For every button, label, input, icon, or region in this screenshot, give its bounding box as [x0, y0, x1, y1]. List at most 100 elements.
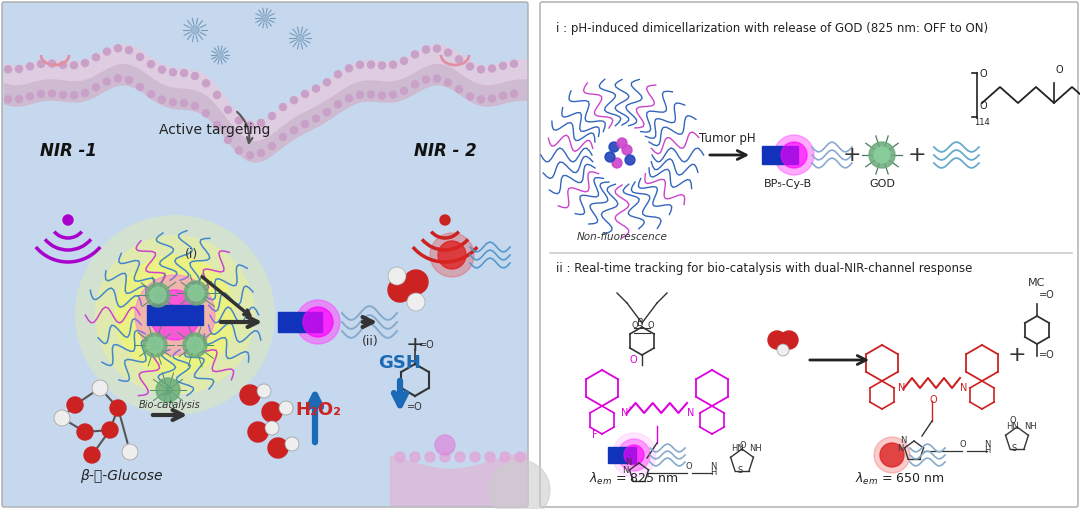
Circle shape	[335, 71, 341, 78]
Circle shape	[269, 143, 275, 150]
Circle shape	[257, 150, 265, 156]
FancyBboxPatch shape	[540, 2, 1078, 507]
Text: O: O	[647, 321, 653, 330]
Circle shape	[367, 61, 375, 68]
Circle shape	[159, 96, 165, 103]
Circle shape	[404, 270, 428, 294]
Text: MC: MC	[1028, 278, 1045, 288]
Circle shape	[285, 437, 299, 451]
Circle shape	[346, 95, 352, 102]
Text: N: N	[621, 408, 629, 418]
Circle shape	[390, 61, 396, 68]
Circle shape	[225, 136, 231, 144]
Text: $\lambda_{em}$ = 825 nm: $\lambda_{em}$ = 825 nm	[590, 471, 678, 487]
Circle shape	[92, 380, 108, 396]
Text: =O: =O	[1039, 350, 1055, 360]
Circle shape	[433, 45, 441, 52]
Circle shape	[150, 287, 166, 303]
Text: HN: HN	[731, 444, 744, 453]
Text: O: O	[1010, 416, 1016, 425]
Text: =O: =O	[407, 402, 423, 412]
Circle shape	[110, 400, 126, 416]
Circle shape	[268, 438, 288, 458]
Circle shape	[467, 93, 473, 100]
Circle shape	[407, 293, 426, 311]
Circle shape	[511, 90, 517, 97]
Text: O: O	[1056, 65, 1064, 75]
Text: O: O	[978, 69, 987, 79]
Circle shape	[335, 101, 341, 108]
Text: N: N	[897, 444, 903, 453]
Text: NIR -1: NIR -1	[40, 142, 96, 160]
Circle shape	[612, 158, 622, 168]
Circle shape	[125, 77, 133, 83]
Text: B: B	[636, 318, 644, 328]
Text: =O: =O	[419, 340, 435, 350]
Circle shape	[240, 385, 260, 405]
Circle shape	[183, 333, 207, 357]
Circle shape	[257, 120, 265, 126]
Circle shape	[500, 452, 510, 462]
Text: +: +	[907, 145, 927, 165]
Circle shape	[499, 62, 507, 69]
Circle shape	[27, 93, 33, 100]
Circle shape	[203, 110, 210, 117]
Circle shape	[93, 84, 99, 91]
Circle shape	[77, 424, 93, 440]
Text: N: N	[687, 408, 694, 418]
Text: F: F	[592, 430, 597, 440]
Circle shape	[324, 79, 330, 86]
Circle shape	[388, 267, 406, 285]
Circle shape	[768, 331, 786, 349]
Circle shape	[180, 100, 188, 106]
Text: GSH: GSH	[379, 354, 421, 372]
Circle shape	[4, 66, 12, 73]
Circle shape	[114, 45, 121, 52]
Circle shape	[401, 88, 407, 94]
Circle shape	[456, 56, 462, 63]
Circle shape	[70, 62, 78, 69]
Circle shape	[81, 60, 89, 67]
Circle shape	[774, 135, 814, 175]
Circle shape	[104, 78, 110, 85]
Circle shape	[445, 79, 451, 86]
Circle shape	[104, 48, 110, 55]
Circle shape	[136, 53, 144, 61]
Circle shape	[622, 145, 632, 155]
Text: N: N	[897, 383, 905, 393]
FancyBboxPatch shape	[2, 2, 528, 507]
Circle shape	[477, 66, 485, 73]
Circle shape	[780, 331, 798, 349]
Circle shape	[70, 92, 78, 99]
Circle shape	[430, 233, 474, 277]
Circle shape	[440, 215, 450, 225]
Text: HN: HN	[1005, 422, 1018, 431]
Circle shape	[880, 443, 904, 467]
Circle shape	[170, 99, 176, 106]
Bar	[762, 146, 798, 164]
Circle shape	[257, 384, 271, 398]
Circle shape	[15, 96, 23, 102]
Circle shape	[395, 452, 405, 462]
Text: GOD: GOD	[869, 179, 895, 189]
Circle shape	[114, 75, 121, 82]
Circle shape	[38, 91, 44, 97]
Circle shape	[488, 65, 496, 72]
Circle shape	[248, 422, 268, 442]
Circle shape	[390, 91, 396, 98]
Circle shape	[485, 452, 495, 462]
Circle shape	[136, 83, 144, 91]
Circle shape	[422, 76, 430, 83]
Circle shape	[265, 421, 279, 435]
Text: β-𝑑-Glucose: β-𝑑-Glucose	[80, 469, 162, 483]
Circle shape	[188, 285, 204, 301]
Circle shape	[122, 444, 138, 460]
Circle shape	[612, 433, 656, 477]
Circle shape	[143, 333, 167, 357]
Circle shape	[191, 26, 199, 34]
Text: (i): (i)	[185, 248, 199, 261]
Circle shape	[148, 91, 154, 98]
Circle shape	[135, 275, 215, 355]
Circle shape	[617, 138, 627, 148]
Circle shape	[102, 422, 118, 438]
